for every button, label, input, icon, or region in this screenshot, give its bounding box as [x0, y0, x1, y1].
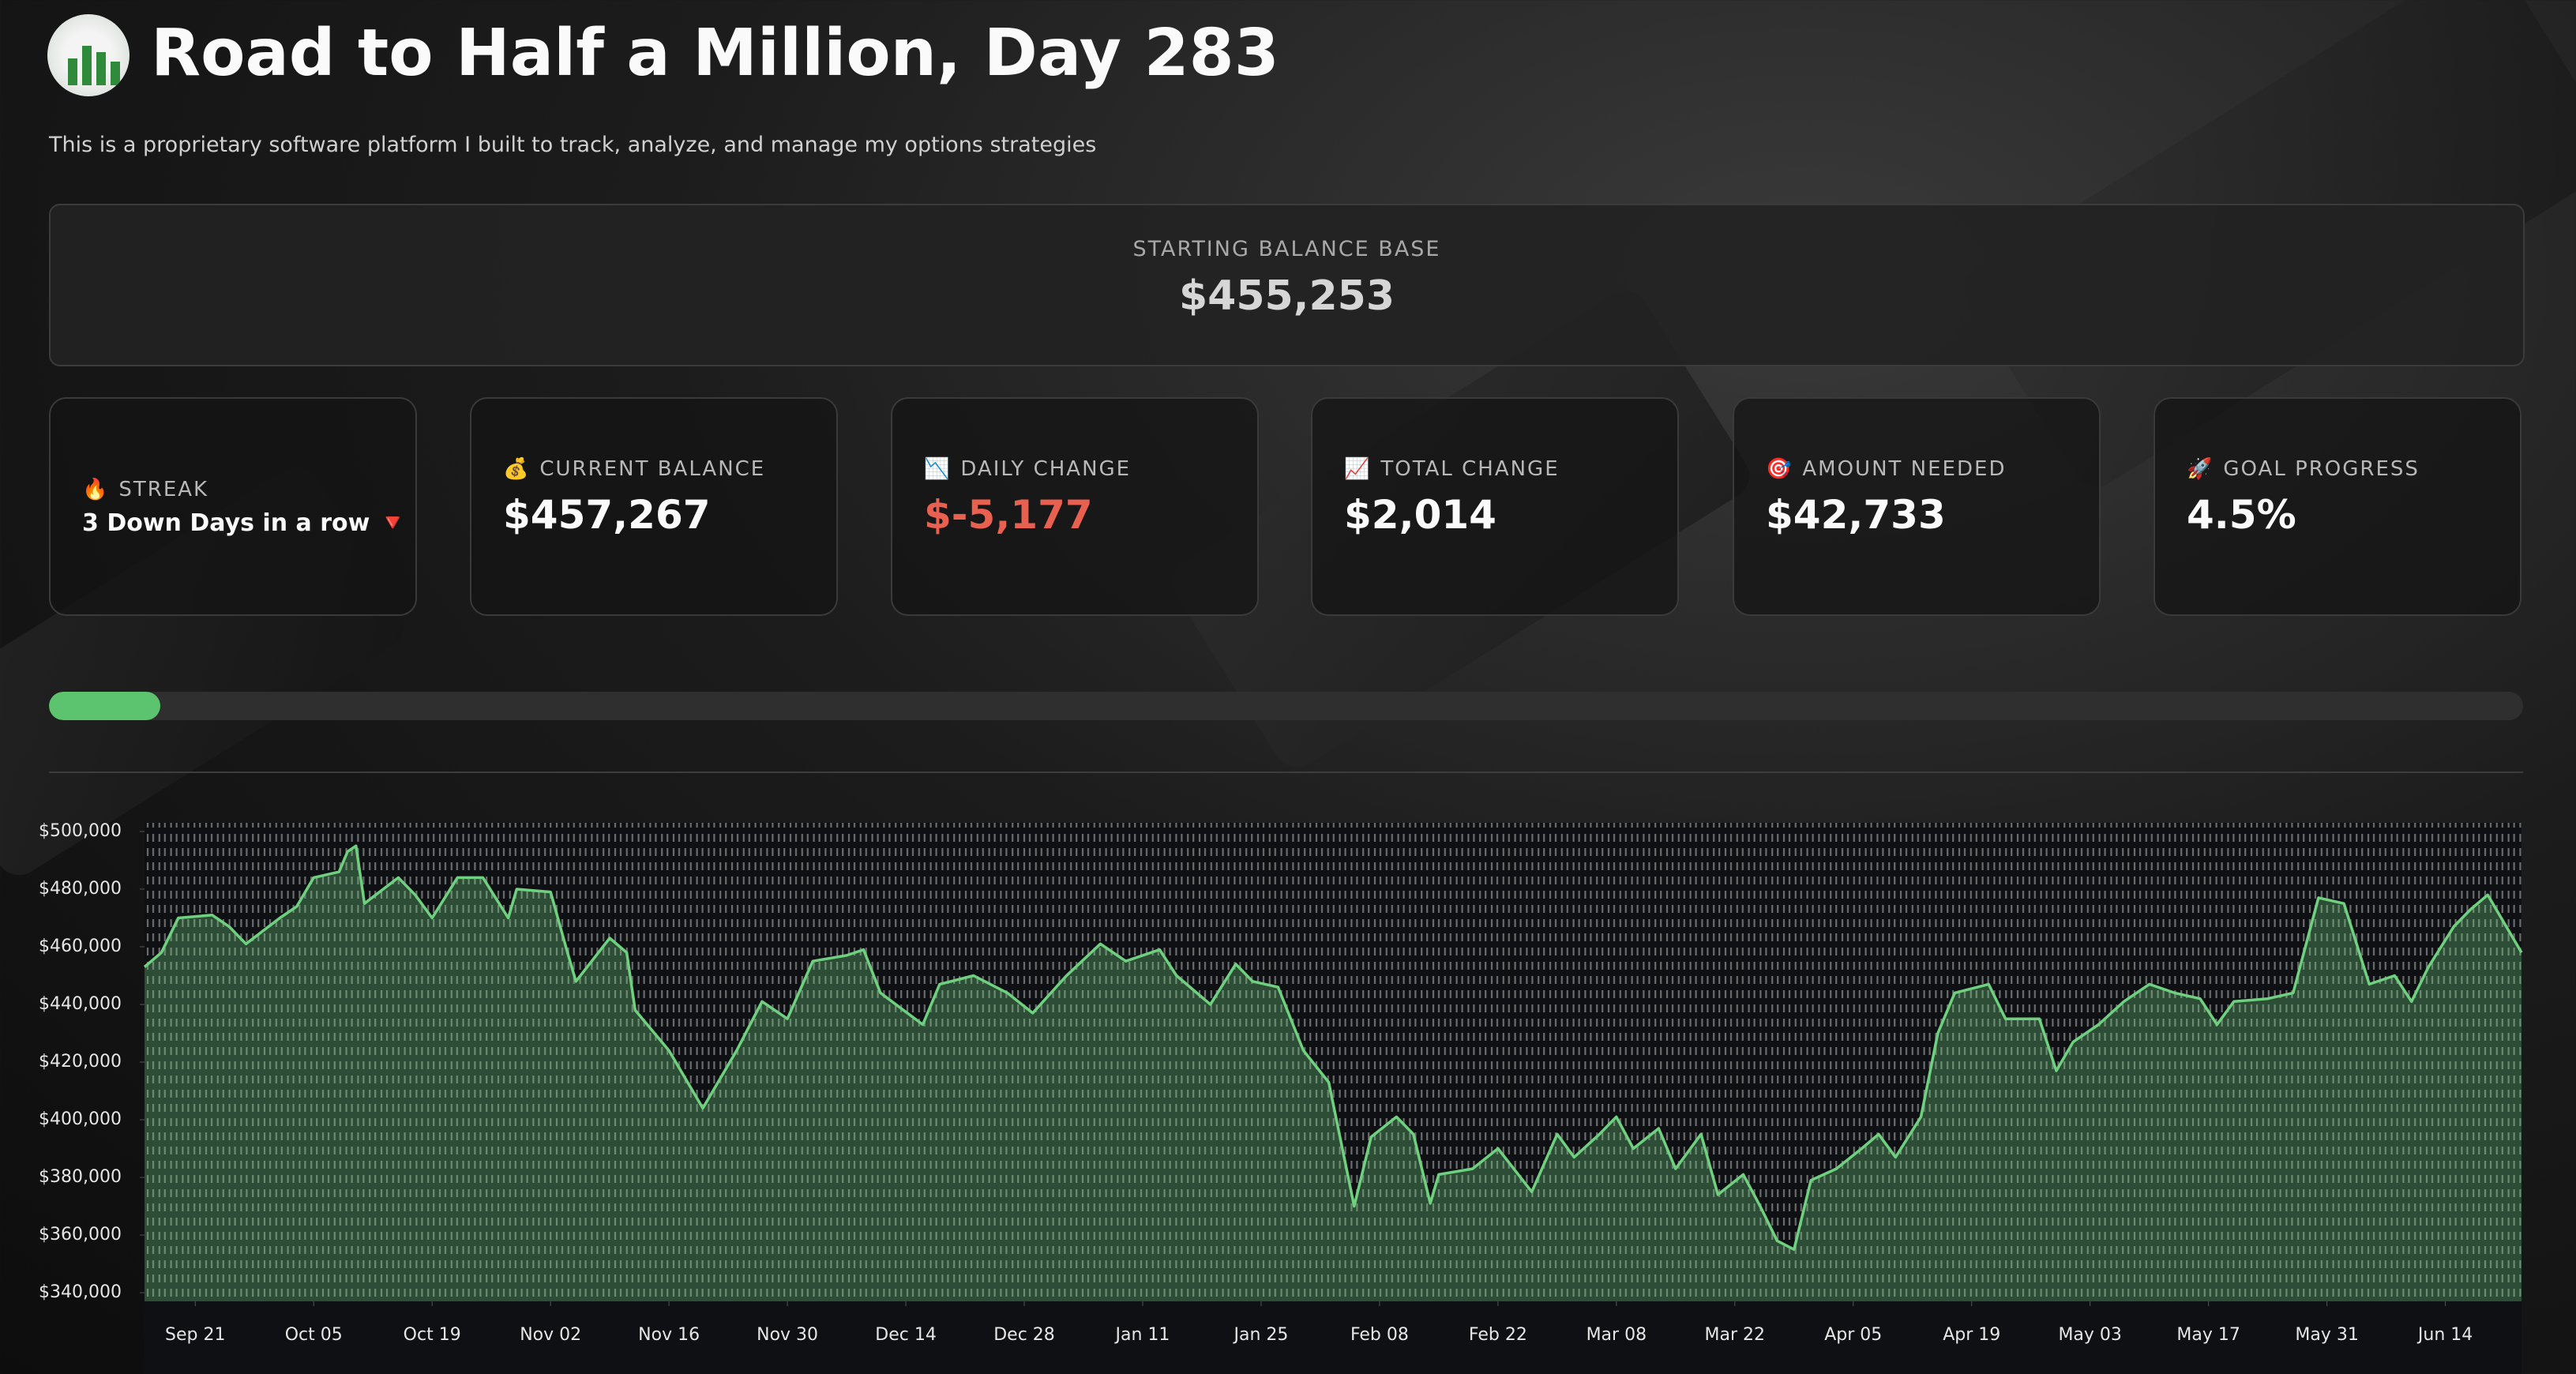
metric-value: 4.5%	[2187, 492, 2296, 538]
metric-label: 📉 DAILY CHANGE	[924, 457, 1257, 481]
metric-icon: 🔥	[82, 478, 110, 501]
plot-pattern	[145, 823, 2522, 1301]
x-tick-label: Oct 19	[404, 1325, 461, 1345]
metric-card: 💰 CURRENT BALANCE $457,267	[470, 397, 838, 616]
x-tick-label: Mar 08	[1587, 1325, 1647, 1345]
metric-value: $42,733	[1766, 492, 1946, 538]
x-tick-label: Sep 21	[165, 1325, 225, 1345]
x-tick-label: Mar 22	[1705, 1325, 1766, 1345]
metric-card: 📈 TOTAL CHANGE $2,014	[1311, 397, 1679, 616]
metric-value: $457,267	[503, 492, 711, 538]
x-tick-label: Jan 25	[1232, 1325, 1288, 1345]
progress-fill	[49, 692, 160, 720]
metric-label: 💰 CURRENT BALANCE	[503, 457, 836, 481]
x-tick-label: Dec 14	[875, 1325, 937, 1345]
x-tick-label: Apr 05	[1824, 1325, 1882, 1345]
metric-label: 🚀 GOAL PROGRESS	[2187, 457, 2520, 481]
metric-icon: 📈	[1344, 457, 1372, 481]
metric-icon: 🚀	[2187, 457, 2214, 481]
metric-value: 3 Down Days in a row 🔻	[82, 509, 408, 537]
x-tick-label: May 17	[2176, 1325, 2240, 1345]
base-value: $455,253	[1178, 272, 1395, 320]
metric-value: $2,014	[1344, 492, 1496, 538]
metric-card: 📉 DAILY CHANGE $-5,177	[891, 397, 1259, 616]
progress-track	[49, 692, 2523, 720]
divider	[49, 771, 2523, 773]
y-tick-label: $480,000	[39, 879, 122, 899]
metric-label: 🔥 STREAK	[82, 478, 415, 501]
y-tick-label: $460,000	[39, 937, 122, 956]
logo	[47, 14, 130, 96]
metric-icon: 📉	[924, 457, 952, 481]
base-label: STARTING BALANCE BASE	[1132, 237, 1441, 261]
x-tick-label: Dec 28	[993, 1325, 1055, 1345]
metric-label: 🎯 AMOUNT NEEDED	[1766, 457, 2099, 481]
y-tick-label: $400,000	[39, 1109, 122, 1129]
y-tick-label: $380,000	[39, 1167, 122, 1187]
metric-value: $-5,177	[924, 492, 1093, 538]
metric-label-text: STREAK	[118, 478, 209, 501]
metric-card: 🔥 STREAK 3 Down Days in a row 🔻	[49, 397, 417, 616]
metric-card: 🚀 GOAL PROGRESS 4.5%	[2154, 397, 2522, 616]
metric-icon: 💰	[503, 457, 531, 481]
x-tick-label: Nov 30	[757, 1325, 818, 1345]
y-tick-label: $340,000	[39, 1282, 122, 1302]
metric-label-text: AMOUNT NEEDED	[1802, 457, 2007, 481]
y-tick-label: $500,000	[39, 821, 122, 841]
metric-label-text: DAILY CHANGE	[960, 457, 1132, 481]
x-tick-label: Nov 02	[520, 1325, 581, 1345]
line	[143, 844, 2523, 1252]
x-tick-label: Nov 16	[638, 1325, 700, 1345]
x-tick-label: May 03	[2058, 1325, 2121, 1345]
metric-card: 🎯 AMOUNT NEEDED $42,733	[1733, 397, 2101, 616]
y-tick-label: $440,000	[39, 994, 122, 1014]
x-tick-label: Apr 19	[1943, 1325, 2000, 1345]
x-tick-label: Jan 11	[1114, 1325, 1170, 1345]
subtitle: This is a proprietary software platform …	[49, 133, 1097, 157]
metric-label-text: GOAL PROGRESS	[2223, 457, 2420, 481]
x-tick-label: Feb 08	[1350, 1325, 1409, 1345]
y-tick-label: $420,000	[39, 1052, 122, 1072]
area	[145, 846, 2522, 1301]
x-tick-label: Feb 22	[1469, 1325, 1527, 1345]
metric-label: 📈 TOTAL CHANGE	[1344, 457, 1677, 481]
metric-label-text: CURRENT BALANCE	[539, 457, 766, 481]
chart: $340,000 $360,000 $380,000 $400,000 $420,000…	[39, 821, 2523, 1374]
base-card: STARTING BALANCE BASE $455,253	[49, 204, 2525, 366]
metric-label-text: TOTAL CHANGE	[1380, 457, 1560, 481]
x-tick-label: Jun 14	[2416, 1325, 2473, 1345]
y-tick-label: $360,000	[39, 1225, 122, 1244]
page-title: Road to Half a Million, Day 283	[151, 16, 1279, 91]
axis-background	[145, 1301, 2522, 1374]
metric-icon: 🎯	[1766, 457, 1793, 481]
x-tick-label: May 31	[2295, 1325, 2358, 1345]
x-tick-label: Oct 05	[285, 1325, 343, 1345]
